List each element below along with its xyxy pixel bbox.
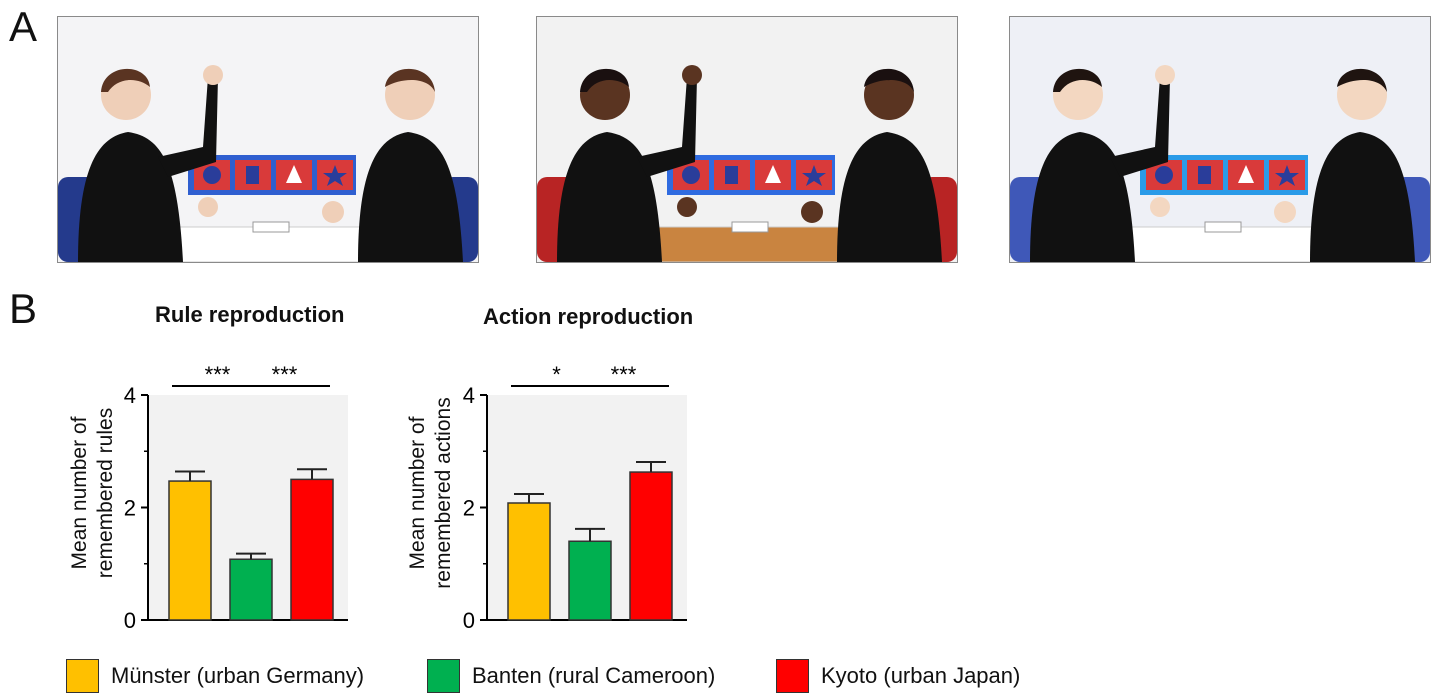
y-tick-label: 4	[463, 383, 475, 408]
circle-shape	[203, 166, 221, 184]
person-body	[1310, 132, 1415, 262]
raised-arm	[1110, 77, 1170, 177]
legend-item-kyoto: Kyoto (urban Japan)	[776, 658, 1020, 694]
significance-label: *	[552, 362, 561, 387]
person-body	[78, 132, 183, 262]
person-body	[837, 132, 942, 262]
hands	[801, 201, 823, 223]
person-hair	[580, 68, 629, 92]
person-head	[864, 70, 914, 120]
star-shape	[802, 165, 826, 186]
action-reproduction-chart: 024* ***	[463, 362, 687, 633]
person-hair	[864, 68, 914, 92]
star-shape	[1275, 165, 1299, 186]
card	[252, 221, 290, 233]
rectangle-shape	[246, 166, 259, 184]
bar	[568, 540, 612, 621]
card	[1204, 221, 1242, 233]
person-body	[557, 132, 662, 262]
legend-item-banten: Banten (rural Cameroon)	[427, 658, 715, 694]
legend-label: Münster (urban Germany)	[111, 663, 365, 688]
person-hair	[101, 68, 150, 92]
y-tick-label: 0	[124, 608, 136, 633]
raised-arm	[158, 77, 218, 177]
kyoto-photo	[1009, 16, 1431, 263]
banten-photo	[536, 16, 958, 263]
person-body	[358, 132, 463, 262]
y-tick-label: 2	[463, 496, 475, 521]
person-hair	[1053, 68, 1102, 92]
rule-chart-title: Rule reproduction	[155, 302, 345, 327]
bar	[629, 471, 673, 621]
raised-arm	[637, 77, 697, 177]
y-tick-label: 4	[124, 383, 136, 408]
bar	[290, 478, 334, 621]
bar	[507, 502, 551, 621]
legend-label: Kyoto (urban Japan)	[821, 663, 1021, 688]
legend-label: Banten (rural Cameroon)	[472, 663, 716, 688]
person-head	[1337, 70, 1387, 120]
person-body	[1030, 132, 1135, 262]
person-hair	[1337, 68, 1387, 92]
hands	[1274, 201, 1296, 223]
person-hair	[385, 68, 435, 92]
significance-label: ***	[205, 362, 231, 387]
legend-swatch	[66, 659, 99, 693]
star-shape	[323, 165, 347, 186]
rectangle-shape	[725, 166, 738, 184]
legend-swatch	[427, 659, 460, 693]
circle-shape	[682, 166, 700, 184]
panel-label-b: B	[9, 285, 38, 332]
raised-fist	[1155, 65, 1175, 85]
hands	[677, 197, 697, 217]
y-tick-label: 2	[124, 496, 136, 521]
y-tick-label: 0	[463, 608, 475, 633]
triangle-shape	[765, 165, 781, 183]
raised-fist	[682, 65, 702, 85]
hands	[198, 197, 218, 217]
rule-reproduction-chart: 0 2 4 *** ***	[124, 362, 348, 633]
significance-label: ***	[611, 362, 637, 387]
hands	[1150, 197, 1170, 217]
bar	[168, 480, 212, 621]
legend-swatch	[776, 659, 809, 693]
rectangle-shape	[1198, 166, 1211, 184]
triangle-shape	[286, 165, 302, 183]
significance-label: ***	[272, 362, 298, 387]
panel-label-a: A	[9, 3, 38, 50]
münster-photo	[57, 16, 479, 263]
circle-shape	[1155, 166, 1173, 184]
person-head	[385, 70, 435, 120]
bar	[229, 558, 273, 621]
raised-fist	[203, 65, 223, 85]
legend-item-münster: Münster (urban Germany)	[66, 658, 364, 694]
action-chart-title: Action reproduction	[483, 304, 694, 329]
card	[731, 221, 769, 233]
triangle-shape	[1238, 165, 1254, 183]
hands	[322, 201, 344, 223]
